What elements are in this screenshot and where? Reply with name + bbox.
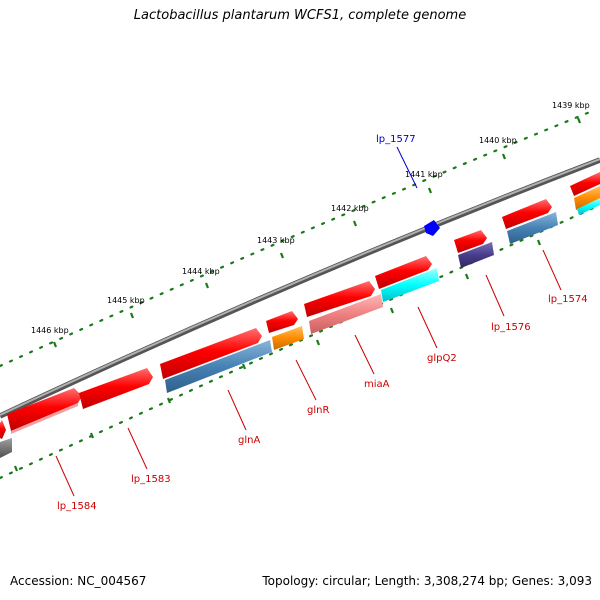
ruler-major-ticks <box>52 117 582 348</box>
inner-ruler-tick <box>464 273 470 280</box>
feature-lp_1576-slateblue[interactable] <box>458 242 494 268</box>
label-lp_1583: lp_1583 <box>131 474 171 485</box>
accession-label: Accession: NC_004567 <box>10 574 147 588</box>
ruler-label-1441: 1441 kbp <box>405 170 443 179</box>
feature-glnR-orange[interactable] <box>272 326 304 350</box>
gene-arrow-edge[interactable] <box>570 172 600 196</box>
inner-ruler-tick <box>241 363 247 370</box>
leader-lp_1576 <box>485 274 505 317</box>
genome-backbone-highlight <box>0 158 600 416</box>
gene-arrow-glnR-fwd[interactable] <box>266 311 298 333</box>
ruler-tick <box>501 153 507 160</box>
label-lp_1584: lp_1584 <box>57 501 97 512</box>
inner-ruler-tick <box>389 307 395 314</box>
gene-arrow-miaA-fwd[interactable] <box>304 281 375 317</box>
leader-lp_1574 <box>542 249 562 291</box>
topology-label: Topology: circular; Length: 3,308,274 bp… <box>262 574 592 588</box>
label-glnA: glnA <box>238 435 260 446</box>
gene-arrow-glpQ2-fwd[interactable] <box>375 256 432 289</box>
gene-arrow-lp_1576-fwd[interactable] <box>454 230 487 253</box>
label-lp_1577: lp_1577 <box>376 134 416 145</box>
feature-edge-orange[interactable] <box>574 186 600 210</box>
leader-lp_1584 <box>55 455 75 497</box>
leader-lp_1577 <box>396 146 418 189</box>
leader-glnA <box>227 389 247 431</box>
gene-arrow-lp_1583-b[interactable] <box>79 368 153 409</box>
ruler-tick <box>129 312 135 319</box>
inner-ruler-track <box>0 203 600 480</box>
feature-edge-cyan[interactable] <box>577 198 600 215</box>
genome-backbone <box>0 157 600 419</box>
feature-grey-bar[interactable] <box>0 438 12 458</box>
lp_1577-marker[interactable] <box>424 220 440 236</box>
label-lp_1576: lp_1576 <box>491 322 531 333</box>
gene-arrow-lp_1584[interactable] <box>0 420 6 439</box>
leader-glnR <box>295 359 317 401</box>
feature-lp_1574-steelblue[interactable] <box>507 212 558 244</box>
gene-arrow-glnA-fwd[interactable] <box>160 328 262 379</box>
ruler-tick <box>204 282 210 289</box>
label-lp_1574: lp_1574 <box>548 294 588 305</box>
ruler-label-1444: 1444 kbp <box>182 267 220 276</box>
feature-glpQ2-cyan[interactable] <box>381 268 439 302</box>
label-glnR: glnR <box>307 405 329 416</box>
ruler-label-1443: 1443 kbp <box>257 236 295 245</box>
inner-ruler-tick <box>89 432 95 439</box>
ruler-label-1445: 1445 kbp <box>107 296 145 305</box>
inner-ruler-tick <box>13 465 19 472</box>
ruler-tick <box>279 252 285 259</box>
leader-lp_1583 <box>127 427 148 470</box>
forward-genes <box>0 172 600 439</box>
ruler-tick <box>52 341 58 348</box>
ruler-label-1440: 1440 kbp <box>479 136 517 145</box>
ruler-label-1439: 1439 kbp <box>552 101 590 110</box>
ruler-tick <box>427 187 433 194</box>
gene-arrow-lp_1583-a[interactable] <box>7 388 82 431</box>
gene-arrow-lp_1574-fwd[interactable] <box>502 199 552 229</box>
inner-ruler-ticks <box>13 239 542 472</box>
inner-ruler-tick <box>166 397 172 404</box>
label-miaA: miaA <box>364 379 390 390</box>
ruler-tick <box>352 220 358 227</box>
feature-bars <box>0 186 600 458</box>
map-title: Lactobacillus plantarum WCFS1, complete … <box>133 8 467 23</box>
ruler-label-1446: 1446 kbp <box>31 326 69 335</box>
label-glpQ2: glpQ2 <box>427 353 457 364</box>
inner-ruler-tick <box>315 339 321 346</box>
feature-glnA-steelblue[interactable] <box>165 340 272 393</box>
ruler-tick <box>576 117 582 124</box>
inner-ruler-tick <box>536 239 542 246</box>
leader-miaA <box>354 334 375 375</box>
leader-glpQ2 <box>417 306 438 349</box>
feature-miaA-salmon[interactable] <box>309 294 383 334</box>
feature-lp_1583-pink[interactable] <box>11 403 78 434</box>
ruler-label-1442: 1442 kbp <box>331 204 369 213</box>
